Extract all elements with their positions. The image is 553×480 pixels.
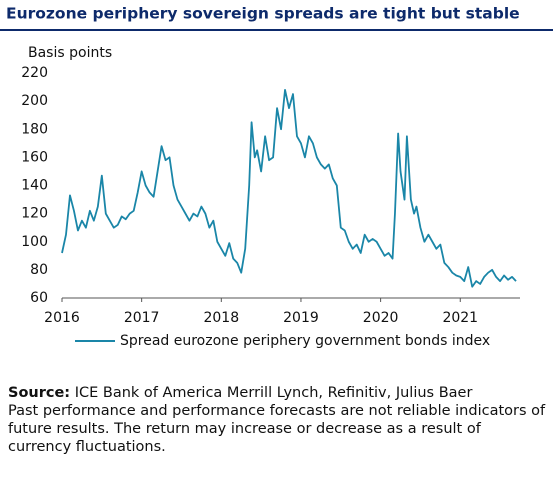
footer: Source: ICE Bank of America Merrill Lync… <box>8 384 548 456</box>
y-tick-label: 220 <box>21 65 48 81</box>
disclaimer: Past performance and performance forecas… <box>8 403 546 455</box>
x-tick-label: 2021 <box>442 310 478 326</box>
x-tick-label: 2017 <box>124 310 160 326</box>
y-tick-label: 60 <box>30 290 48 306</box>
y-tick-label: 180 <box>21 121 48 137</box>
legend-label: Spread eurozone periphery government bon… <box>120 333 490 349</box>
y-tick-label: 200 <box>21 93 48 109</box>
chart-title: Eurozone periphery sovereign spreads are… <box>6 5 520 23</box>
y-tick-label: 140 <box>21 178 48 194</box>
x-tick-label: 2016 <box>44 310 80 326</box>
title-rule <box>0 29 553 31</box>
source-label: Source: <box>8 385 71 401</box>
series-line <box>61 88 517 288</box>
y-axis-label: Basis points <box>28 45 112 61</box>
source-text: ICE Bank of America Merrill Lynch, Refin… <box>74 385 473 401</box>
y-tick-label: 80 <box>30 262 48 278</box>
y-tick-label: 120 <box>21 206 48 222</box>
x-tick-label: 2018 <box>203 310 239 326</box>
y-tick-label: 100 <box>21 234 48 250</box>
source: Source: ICE Bank of America Merrill Lync… <box>8 384 548 402</box>
x-tick-label: 2019 <box>283 310 319 326</box>
chart: Eurozone periphery sovereign spreads are… <box>0 5 553 349</box>
x-tick-label: 2020 <box>363 310 399 326</box>
y-tick-label: 160 <box>21 149 48 165</box>
